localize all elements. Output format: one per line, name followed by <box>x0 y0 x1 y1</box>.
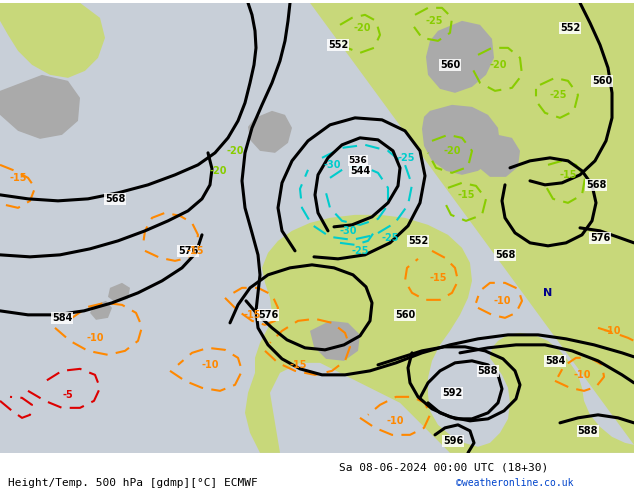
Text: Height/Temp. 500 hPa [gdmp][°C] ECMWF: Height/Temp. 500 hPa [gdmp][°C] ECMWF <box>8 478 257 488</box>
Text: 584: 584 <box>545 356 565 366</box>
Polygon shape <box>245 3 634 453</box>
Text: -25: -25 <box>398 153 415 163</box>
Polygon shape <box>310 321 360 361</box>
Polygon shape <box>108 283 130 303</box>
Polygon shape <box>248 111 292 153</box>
Text: 560: 560 <box>395 310 415 320</box>
Text: -10: -10 <box>493 296 511 306</box>
Text: -20: -20 <box>489 60 507 70</box>
Text: 568: 568 <box>586 180 606 190</box>
Text: Sa 08-06-2024 00:00 UTC (18+30): Sa 08-06-2024 00:00 UTC (18+30) <box>339 463 548 473</box>
Text: -30: -30 <box>323 160 340 170</box>
Text: -20: -20 <box>209 166 227 176</box>
Text: 588: 588 <box>578 426 598 436</box>
Text: 536: 536 <box>349 156 367 165</box>
Text: -10: -10 <box>386 416 404 426</box>
Text: 584: 584 <box>52 313 72 323</box>
Text: 576: 576 <box>178 246 198 256</box>
Text: -10: -10 <box>86 333 104 343</box>
Text: 596: 596 <box>443 436 463 446</box>
Text: -20: -20 <box>353 23 371 33</box>
Text: -15: -15 <box>10 173 27 183</box>
Text: -20: -20 <box>226 146 243 156</box>
Text: -25: -25 <box>381 233 399 243</box>
Text: -10: -10 <box>573 370 591 380</box>
Text: 568: 568 <box>495 250 515 260</box>
Polygon shape <box>380 3 558 115</box>
Text: -15: -15 <box>429 273 447 283</box>
Text: -5: -5 <box>63 390 74 400</box>
Text: 568: 568 <box>105 194 125 204</box>
Polygon shape <box>0 3 634 453</box>
Polygon shape <box>0 3 105 78</box>
Text: -15: -15 <box>457 190 475 200</box>
Text: 552: 552 <box>560 23 580 33</box>
Text: 552: 552 <box>408 236 428 246</box>
Text: -15: -15 <box>559 170 577 180</box>
Text: 576: 576 <box>258 310 278 320</box>
Polygon shape <box>90 301 112 320</box>
Text: -10: -10 <box>603 326 621 336</box>
Text: -25: -25 <box>351 246 369 256</box>
Polygon shape <box>422 105 500 175</box>
Text: -30: -30 <box>339 226 357 236</box>
Text: -20: -20 <box>443 146 461 156</box>
Text: ©weatheronline.co.uk: ©weatheronline.co.uk <box>456 478 574 488</box>
Text: 560: 560 <box>440 60 460 70</box>
Text: -15: -15 <box>243 310 261 320</box>
Text: 560: 560 <box>592 76 612 86</box>
Text: -25: -25 <box>549 90 567 100</box>
Polygon shape <box>426 21 494 93</box>
Text: -15: -15 <box>186 246 204 256</box>
Text: 592: 592 <box>442 388 462 398</box>
Text: 576: 576 <box>590 233 610 243</box>
Polygon shape <box>474 135 520 177</box>
Text: -25: -25 <box>425 16 443 26</box>
Text: N: N <box>543 288 553 298</box>
Polygon shape <box>0 75 80 139</box>
Text: -10: -10 <box>201 360 219 370</box>
Text: 544: 544 <box>350 166 370 176</box>
Text: 552: 552 <box>328 40 348 50</box>
Text: -15: -15 <box>289 360 307 370</box>
Text: 588: 588 <box>478 366 498 376</box>
